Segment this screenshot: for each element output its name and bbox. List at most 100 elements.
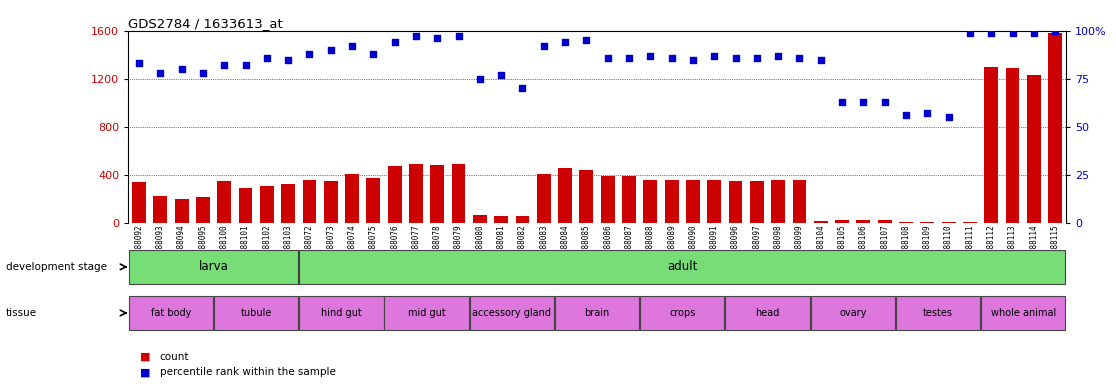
- Point: [258, 55, 276, 61]
- Point: [620, 55, 638, 61]
- Text: percentile rank within the sample: percentile rank within the sample: [160, 367, 336, 377]
- Point: [599, 55, 617, 61]
- Point: [982, 30, 1000, 36]
- Point: [769, 53, 787, 59]
- Bar: [128, 250, 298, 284]
- Bar: [792, 180, 807, 223]
- Point: [790, 55, 808, 61]
- Text: tubule: tubule: [240, 308, 272, 318]
- Bar: [558, 167, 573, 223]
- Bar: [963, 222, 976, 223]
- Bar: [665, 180, 679, 223]
- Bar: [239, 188, 252, 223]
- Bar: [366, 178, 381, 223]
- Point: [492, 72, 510, 78]
- Bar: [600, 176, 615, 223]
- Bar: [473, 215, 487, 223]
- Bar: [387, 166, 402, 223]
- Point: [300, 51, 318, 57]
- Bar: [814, 221, 828, 223]
- Point: [471, 76, 489, 82]
- Bar: [537, 174, 550, 223]
- Point: [513, 85, 531, 91]
- Text: brain: brain: [585, 308, 609, 318]
- Point: [343, 43, 360, 49]
- Bar: [128, 296, 213, 330]
- Bar: [470, 296, 554, 330]
- Point: [897, 112, 915, 118]
- Point: [876, 99, 894, 105]
- Point: [279, 56, 297, 63]
- Bar: [324, 181, 338, 223]
- Bar: [771, 180, 785, 223]
- Point: [811, 56, 829, 63]
- Point: [855, 99, 873, 105]
- Point: [450, 33, 468, 40]
- Bar: [641, 296, 724, 330]
- Point: [535, 43, 552, 49]
- Bar: [921, 222, 934, 223]
- Point: [152, 70, 170, 76]
- Point: [918, 110, 936, 116]
- Bar: [899, 222, 913, 223]
- Bar: [942, 222, 955, 223]
- Bar: [896, 296, 980, 330]
- Bar: [132, 182, 146, 223]
- Point: [429, 35, 446, 41]
- Bar: [984, 67, 998, 223]
- Bar: [729, 181, 742, 223]
- Bar: [644, 180, 657, 223]
- Bar: [725, 296, 810, 330]
- Bar: [299, 250, 1066, 284]
- Bar: [810, 296, 895, 330]
- Point: [215, 62, 233, 68]
- Bar: [981, 296, 1066, 330]
- Bar: [410, 164, 423, 223]
- Point: [173, 66, 191, 72]
- Bar: [622, 176, 636, 223]
- Bar: [1027, 75, 1041, 223]
- Text: mid gut: mid gut: [407, 308, 445, 318]
- Text: head: head: [756, 308, 780, 318]
- Bar: [516, 215, 529, 223]
- Point: [1003, 30, 1021, 36]
- Point: [727, 55, 744, 61]
- Point: [705, 53, 723, 59]
- Text: GDS2784 / 1633613_at: GDS2784 / 1633613_at: [128, 17, 283, 30]
- Bar: [345, 174, 359, 223]
- Bar: [494, 216, 508, 223]
- Text: testes: testes: [923, 308, 953, 318]
- Bar: [196, 197, 210, 223]
- Text: count: count: [160, 352, 189, 362]
- Bar: [218, 181, 231, 223]
- Bar: [153, 196, 167, 223]
- Text: hind gut: hind gut: [321, 308, 362, 318]
- Bar: [856, 220, 870, 223]
- Point: [321, 47, 339, 53]
- Point: [748, 55, 766, 61]
- Point: [577, 37, 595, 43]
- Text: crops: crops: [670, 308, 695, 318]
- Bar: [579, 170, 594, 223]
- Point: [556, 39, 574, 45]
- Text: accessory gland: accessory gland: [472, 308, 551, 318]
- Bar: [431, 165, 444, 223]
- Text: larva: larva: [199, 260, 229, 273]
- Bar: [214, 296, 298, 330]
- Bar: [1006, 68, 1019, 223]
- Bar: [878, 220, 892, 223]
- Bar: [281, 184, 295, 223]
- Text: development stage: development stage: [6, 262, 107, 272]
- Text: ■: ■: [140, 367, 154, 377]
- Bar: [835, 220, 849, 223]
- Point: [961, 30, 979, 36]
- Text: adult: adult: [667, 260, 698, 273]
- Bar: [260, 185, 273, 223]
- Point: [940, 114, 958, 120]
- Text: whole animal: whole animal: [991, 308, 1056, 318]
- Point: [684, 56, 702, 63]
- Point: [1024, 30, 1042, 36]
- Point: [365, 51, 383, 57]
- Text: ovary: ovary: [839, 308, 866, 318]
- Bar: [555, 296, 639, 330]
